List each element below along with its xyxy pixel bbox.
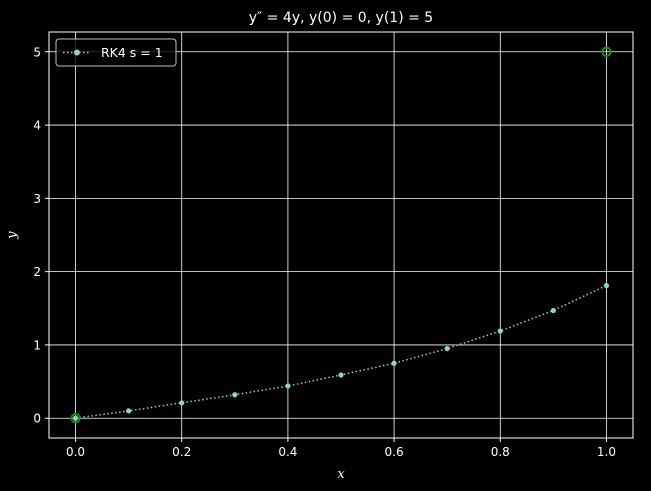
data-point [391,360,397,366]
y-tick-label: 5 [33,45,41,59]
legend-label: RK4 s = 1 [101,45,163,60]
x-tick-label: 0.2 [172,445,191,459]
y-tick-label: 1 [33,338,41,352]
y-tick-label: 4 [33,119,41,133]
data-point [179,400,185,406]
boundary-layer [70,46,612,424]
y-tick-label: 3 [33,192,41,206]
x-axis-label: x [337,467,345,482]
x-tick-label: 0.6 [385,445,404,459]
ticks: 0.0 0.2 0.4 0.6 0.8 1.0 0 1 2 3 4 5 [33,45,616,459]
x-tick-label: 1.0 [597,445,616,459]
series-layer [72,282,610,421]
data-point [285,383,291,389]
data-point [497,328,503,334]
legend-marker [74,49,80,56]
y-axis-label: y [5,231,20,240]
plot-frame [48,31,634,439]
x-tick-label: 0.0 [66,445,85,459]
chart-title: y″ = 4y, y(0) = 0, y(1) = 5 [249,10,433,26]
boundary-point [70,413,81,424]
data-point [72,415,79,421]
legend-box [55,38,177,67]
data-point [603,282,610,289]
legend: RK4 s = 1 [55,38,177,67]
y-tick-label: 2 [33,265,41,279]
boundary-point [601,46,612,57]
x-tick-label: 0.8 [491,445,510,459]
data-point [338,372,344,378]
x-tick-label: 0.4 [278,445,297,459]
data-point [550,307,556,314]
data-point [232,392,238,398]
y-tick-label: 0 [33,412,41,426]
data-point [126,408,132,414]
data-point [444,345,450,352]
